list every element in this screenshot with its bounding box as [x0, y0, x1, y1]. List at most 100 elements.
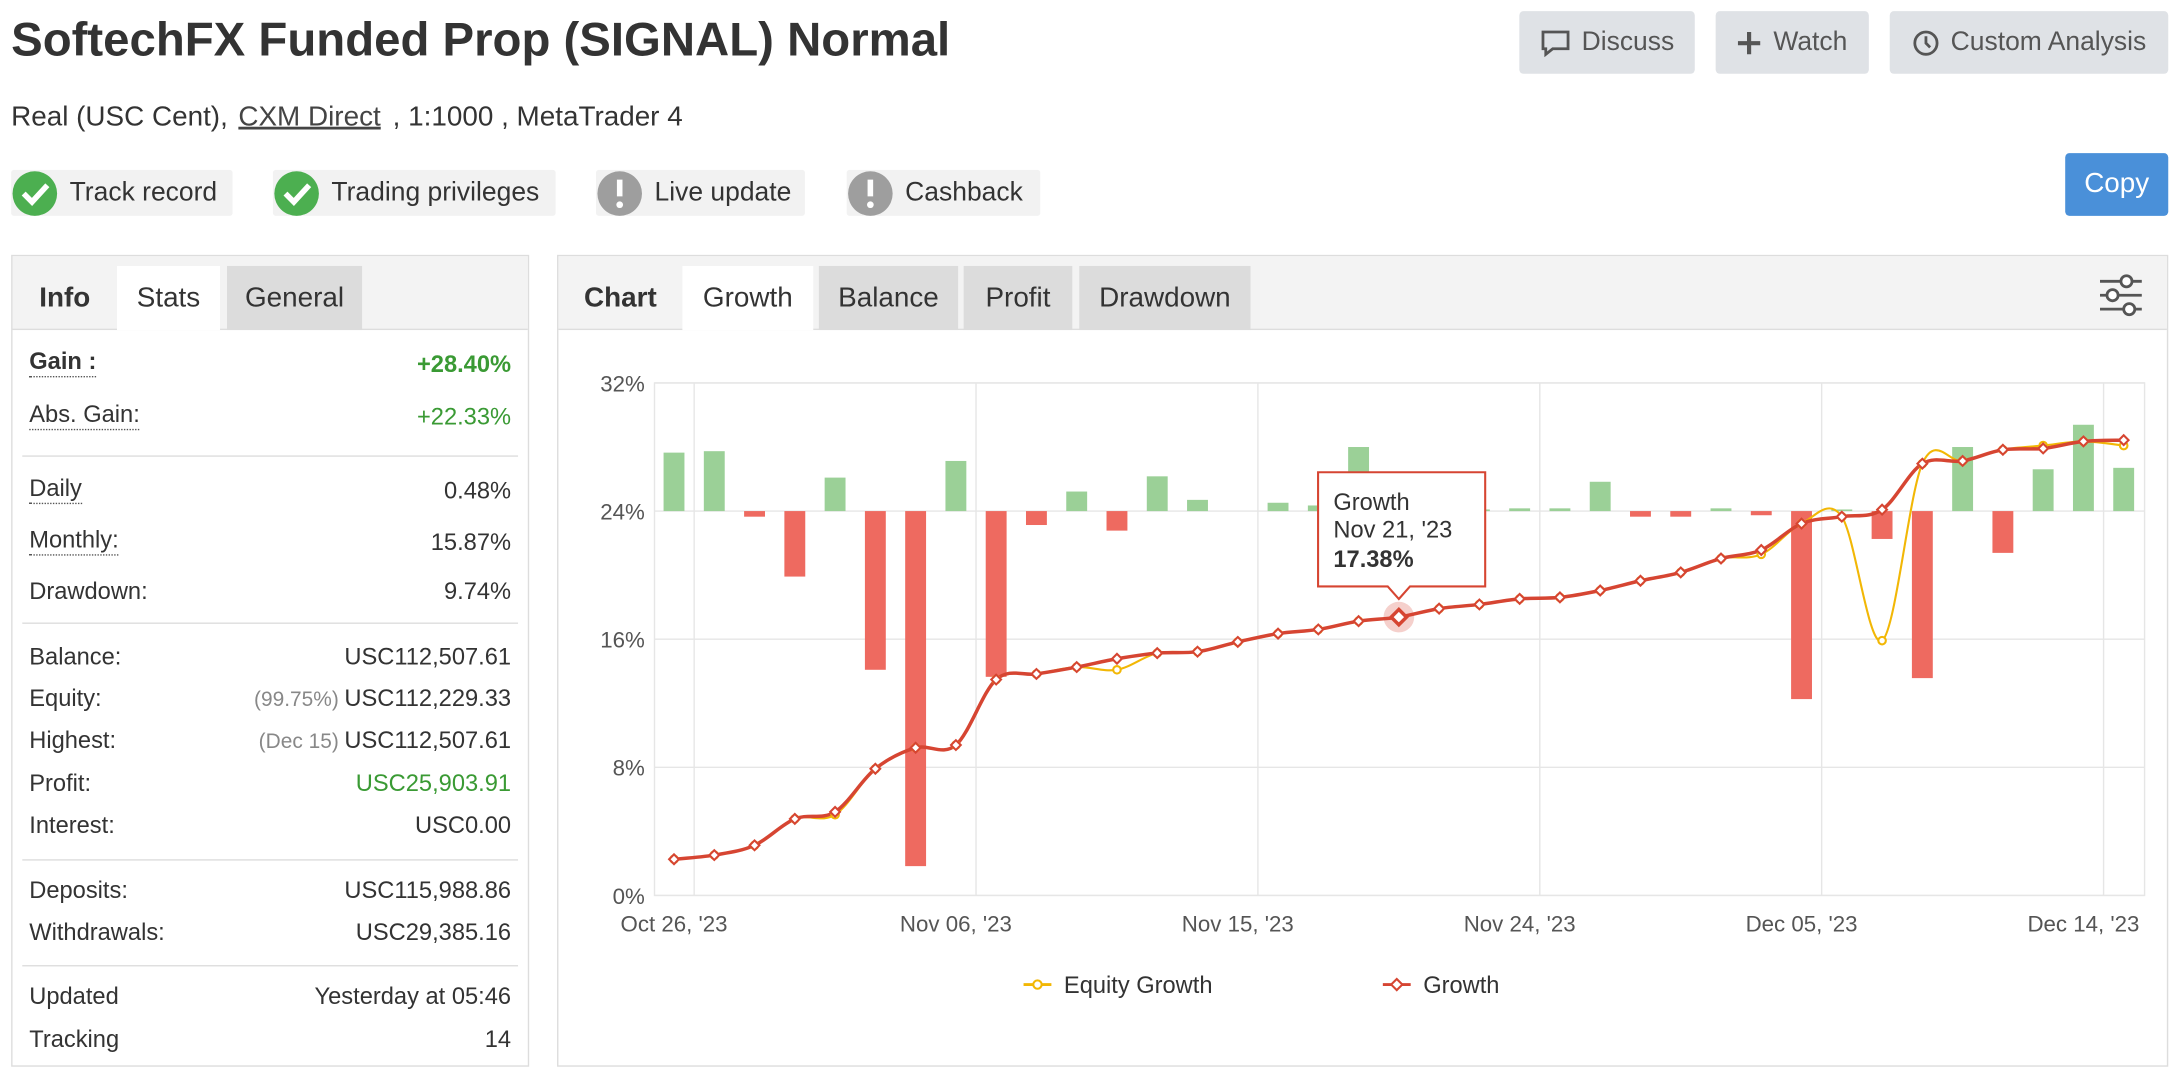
x-tick-label: Dec 14, '23 [2027, 912, 2139, 937]
marker [1150, 646, 1164, 660]
marker [1352, 614, 1365, 628]
page-title: SoftechFX Funded Prop (SIGNAL) Normal [11, 13, 951, 67]
badge-icon [597, 170, 642, 216]
stats-tab[interactable]: Stats [116, 265, 221, 331]
marker [748, 838, 761, 852]
bar [1267, 502, 1289, 512]
bar [1710, 508, 1732, 512]
marker [1473, 598, 1486, 611]
marker [1553, 591, 1567, 604]
watch-button[interactable]: Watch [1715, 11, 1869, 74]
bar [2072, 424, 2094, 512]
x-tick-label: Nov 24, '23 [1464, 912, 1576, 937]
clock-icon [1913, 29, 1939, 56]
legend-label: Equity Growth [1064, 973, 1213, 999]
stat-value: USC115,988.86 [344, 877, 512, 904]
marker [1674, 566, 1688, 579]
discuss-button[interactable]: Discuss [1519, 11, 1695, 74]
marker [1956, 454, 1969, 468]
stats-tab[interactable]: Info [39, 281, 91, 313]
x-tick-label: Dec 05, '23 [1746, 912, 1858, 937]
bar [985, 511, 1007, 677]
stat-value: USC112,229.33 [344, 685, 512, 712]
bar [663, 452, 685, 512]
stats-panel [11, 254, 530, 1067]
bar [864, 511, 886, 670]
bar [1831, 509, 1853, 512]
discuss-icon [1541, 29, 1570, 57]
divider [22, 455, 519, 457]
x-tick-label: Oct 26, '23 [621, 912, 728, 937]
chart-tab[interactable]: Balance [818, 265, 959, 331]
bar [824, 477, 846, 512]
chart-settings-icon[interactable] [2096, 273, 2146, 318]
bar [1992, 511, 2014, 553]
tooltip-title: Growth [1333, 490, 1409, 516]
marker [949, 738, 963, 752]
bar [2113, 467, 2135, 512]
account-details: , 1:1000 , MetaTrader 4 [392, 101, 683, 133]
badge: Live update [596, 169, 805, 216]
y-tick-label: 8% [613, 756, 645, 781]
growth-chart: 0% 8% 16% 24% 32% Oct 26, '23 Nov 06, '23 Nov 1… [600, 371, 2146, 999]
stat-label: Daily [29, 475, 82, 505]
bar [744, 511, 765, 517]
badge-label: Trading privileges [331, 177, 540, 207]
y-tick-label: 32% [600, 371, 645, 396]
marker [1388, 606, 1409, 628]
marker [1835, 510, 1849, 524]
marker [1996, 443, 2010, 457]
y-tick-label: 16% [600, 628, 645, 653]
check-mark [283, 182, 312, 206]
chart-tab[interactable]: Chart [584, 281, 657, 313]
custom-analysis-button[interactable]: Custom Analysis [1889, 11, 2169, 74]
stat-value: +22.33% [416, 403, 512, 431]
stats-tab[interactable]: General [226, 265, 363, 331]
stat-value: 9.74% [443, 577, 512, 605]
marker [707, 848, 721, 862]
stat-note: (99.75%) [254, 687, 339, 712]
marker [2077, 435, 2090, 448]
divider [22, 859, 519, 861]
stat-label: Monthly: [29, 526, 119, 556]
bar [1750, 511, 1772, 516]
x-tick-label: Nov 15, '23 [1182, 912, 1294, 937]
chart-tab[interactable]: Profit [963, 265, 1073, 331]
marker [1915, 457, 1929, 471]
legend-marker [1389, 977, 1404, 992]
stat-label: Balance: [29, 643, 122, 670]
marker [909, 741, 922, 755]
marker [2036, 442, 2050, 455]
marker [1070, 660, 1084, 674]
bar [1025, 511, 1047, 526]
x-tick-label: Nov 06, '23 [900, 912, 1012, 937]
marker [1030, 667, 1043, 681]
marker [1432, 602, 1446, 615]
stat-label: Gain : [29, 348, 97, 378]
check-circle [274, 170, 319, 216]
broker-link[interactable]: CXM Direct [238, 101, 381, 133]
bar [1791, 511, 1812, 700]
marker [989, 673, 1003, 686]
check-mark [21, 182, 50, 206]
bar [1106, 511, 1128, 531]
stat-value: 15.87% [430, 529, 512, 556]
copy-button[interactable]: Copy [2065, 153, 2169, 216]
chart-tab[interactable]: Drawdown [1079, 265, 1251, 331]
marker [1754, 543, 1768, 557]
marker [788, 812, 802, 826]
marker [667, 852, 681, 866]
stat-label: Abs. Gain: [29, 401, 140, 431]
stat-label: Profit: [29, 770, 92, 797]
marker [1875, 503, 1889, 516]
legend-label: Growth [1423, 973, 1499, 999]
badge-icon [848, 170, 893, 216]
bar [945, 460, 967, 512]
bar [905, 511, 927, 867]
chart-tab[interactable]: Growth [682, 265, 814, 331]
bar [1911, 511, 1933, 679]
marker [1271, 627, 1285, 640]
stat-label: Updated [29, 983, 119, 1010]
tooltip-box [1317, 471, 1487, 601]
